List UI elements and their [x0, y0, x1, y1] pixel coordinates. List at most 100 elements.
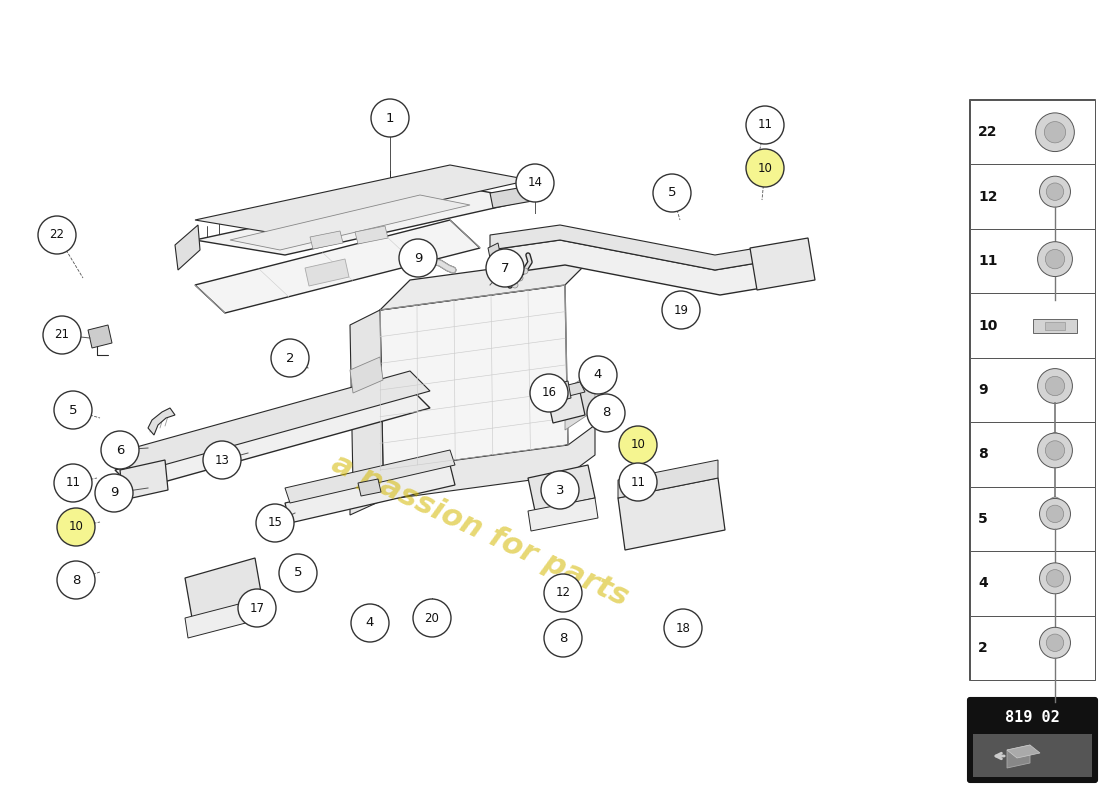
- Text: 4: 4: [594, 369, 602, 382]
- Text: 8: 8: [559, 631, 568, 645]
- Circle shape: [1036, 113, 1075, 151]
- Polygon shape: [195, 220, 480, 313]
- Circle shape: [57, 561, 95, 599]
- Polygon shape: [310, 231, 343, 249]
- Circle shape: [1049, 433, 1060, 444]
- Polygon shape: [116, 388, 430, 490]
- Text: 21: 21: [55, 329, 69, 342]
- Circle shape: [1045, 250, 1065, 269]
- Circle shape: [399, 239, 437, 277]
- Circle shape: [1044, 122, 1066, 143]
- Text: 10: 10: [758, 162, 772, 174]
- Text: 11: 11: [978, 254, 998, 268]
- Polygon shape: [116, 371, 430, 473]
- Circle shape: [746, 149, 784, 187]
- Polygon shape: [528, 498, 598, 531]
- Polygon shape: [553, 381, 571, 402]
- Circle shape: [1046, 634, 1064, 651]
- Circle shape: [256, 504, 294, 542]
- Circle shape: [1037, 369, 1072, 403]
- Polygon shape: [120, 460, 168, 500]
- Circle shape: [351, 604, 389, 642]
- Circle shape: [54, 464, 92, 502]
- Circle shape: [54, 391, 92, 429]
- Bar: [974, 734, 1092, 777]
- Circle shape: [1045, 376, 1065, 396]
- Text: 16: 16: [541, 386, 557, 399]
- Text: 4: 4: [978, 576, 988, 590]
- Text: 20: 20: [425, 611, 439, 625]
- Circle shape: [39, 216, 76, 254]
- Polygon shape: [350, 310, 383, 485]
- Circle shape: [95, 474, 133, 512]
- Text: 5: 5: [294, 566, 302, 579]
- Circle shape: [746, 106, 784, 144]
- Text: 22: 22: [50, 229, 65, 242]
- Text: 14: 14: [528, 177, 542, 190]
- Circle shape: [1046, 570, 1064, 587]
- Text: 5: 5: [68, 403, 77, 417]
- Polygon shape: [358, 479, 381, 496]
- Text: 2: 2: [286, 351, 295, 365]
- Bar: [1045, 322, 1065, 330]
- Polygon shape: [175, 225, 200, 270]
- Circle shape: [238, 589, 276, 627]
- Text: 11: 11: [758, 118, 772, 131]
- Circle shape: [541, 471, 579, 509]
- Circle shape: [619, 463, 657, 501]
- Bar: [970, 165, 1094, 229]
- Polygon shape: [230, 195, 470, 250]
- Polygon shape: [528, 465, 595, 511]
- Circle shape: [530, 374, 568, 412]
- Text: 12: 12: [978, 190, 998, 204]
- Circle shape: [516, 164, 554, 202]
- Bar: [970, 551, 1094, 615]
- Polygon shape: [148, 408, 175, 435]
- Polygon shape: [285, 450, 455, 503]
- Circle shape: [517, 275, 522, 281]
- Text: 6: 6: [116, 443, 124, 457]
- Bar: [970, 100, 1094, 165]
- Text: 9: 9: [414, 251, 422, 265]
- Polygon shape: [195, 185, 530, 255]
- Text: 15: 15: [267, 517, 283, 530]
- Circle shape: [512, 282, 518, 288]
- Polygon shape: [379, 255, 595, 310]
- Polygon shape: [618, 478, 725, 550]
- Circle shape: [544, 574, 582, 612]
- Text: 5: 5: [668, 186, 676, 199]
- Bar: [970, 422, 1094, 486]
- Circle shape: [1040, 498, 1070, 530]
- Circle shape: [57, 508, 95, 546]
- Polygon shape: [1006, 745, 1030, 768]
- Text: 11: 11: [630, 475, 646, 489]
- Text: 10: 10: [978, 318, 998, 333]
- Bar: [970, 100, 1094, 680]
- Text: 4: 4: [366, 617, 374, 630]
- Bar: [970, 229, 1094, 294]
- Text: 10: 10: [68, 521, 84, 534]
- Polygon shape: [1006, 745, 1040, 758]
- Circle shape: [1049, 497, 1060, 509]
- Circle shape: [1040, 627, 1070, 658]
- Polygon shape: [618, 460, 718, 498]
- Text: 9: 9: [110, 486, 118, 499]
- Polygon shape: [305, 259, 349, 286]
- Text: 22: 22: [978, 126, 998, 139]
- Polygon shape: [750, 238, 815, 290]
- Circle shape: [412, 599, 451, 637]
- Text: 7: 7: [500, 262, 509, 274]
- Polygon shape: [185, 598, 265, 638]
- Circle shape: [662, 291, 700, 329]
- Text: 8: 8: [72, 574, 80, 586]
- Text: 5: 5: [978, 512, 988, 526]
- Bar: [970, 615, 1094, 680]
- Text: 3: 3: [556, 483, 564, 497]
- Text: 12: 12: [556, 586, 571, 599]
- Text: 18: 18: [675, 622, 691, 634]
- Polygon shape: [379, 285, 568, 470]
- Bar: [970, 486, 1094, 551]
- Circle shape: [271, 339, 309, 377]
- Polygon shape: [350, 425, 595, 515]
- Polygon shape: [488, 243, 502, 268]
